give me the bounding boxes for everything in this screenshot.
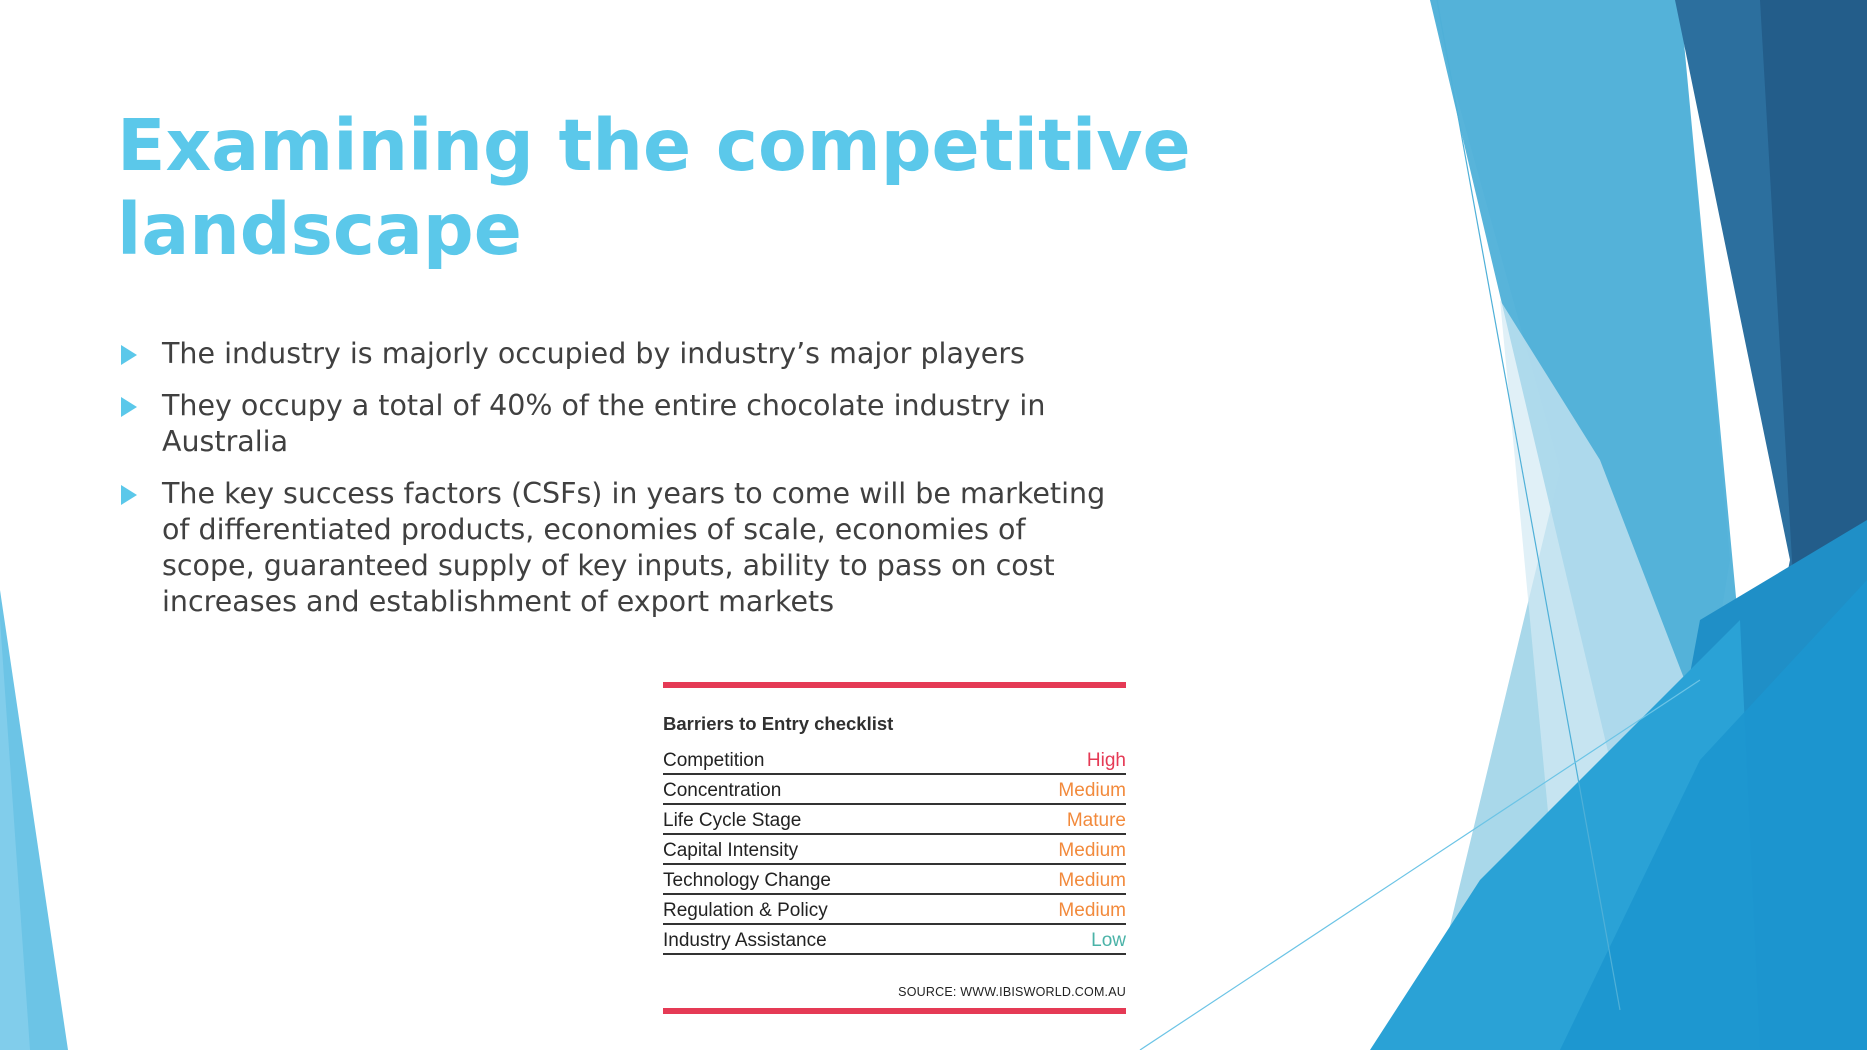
- checklist-row: Technology Change Medium: [663, 865, 1126, 895]
- triangle-right-icon: [121, 397, 137, 417]
- row-value: Mature: [1066, 810, 1126, 831]
- bullet-text: They occupy a total of 40% of the entire…: [162, 389, 1046, 458]
- checklist-row: Regulation & Policy Medium: [663, 895, 1126, 925]
- row-label: Capital Intensity: [663, 840, 799, 861]
- row-value: Medium: [1058, 780, 1126, 801]
- barriers-checklist-image: Barriers to Entry checklist Competition …: [663, 682, 1126, 1018]
- right-panel-mid: [1430, 0, 1740, 760]
- row-label: Life Cycle Stage: [663, 810, 802, 831]
- deco-line-2: [1139, 679, 1701, 1050]
- checklist-row: Concentration Medium: [663, 775, 1126, 805]
- triangle-right-icon: [121, 485, 137, 505]
- bullet-text: The industry is majorly occupied by indu…: [162, 337, 1025, 370]
- top-rule: [663, 682, 1126, 688]
- right-panel-bottom-2: [1560, 580, 1867, 1050]
- left-accent-light: [0, 620, 30, 1050]
- row-label: Competition: [663, 750, 765, 771]
- bullet-item: They occupy a total of 40% of the entire…: [117, 388, 1127, 460]
- row-value: Medium: [1058, 870, 1126, 891]
- row-value: Medium: [1058, 900, 1126, 921]
- source-note: SOURCE: WWW.IBISWORLD.COM.AU: [898, 985, 1126, 999]
- checklist-row: Industry Assistance Low: [663, 925, 1126, 955]
- checklist-row: Capital Intensity Medium: [663, 835, 1126, 865]
- bullet-text: The key success factors (CSFs) in years …: [162, 477, 1106, 618]
- bullet-item: The industry is majorly occupied by indu…: [117, 336, 1127, 372]
- bullet-item: The key success factors (CSFs) in years …: [117, 476, 1127, 620]
- checklist-title: Barriers to Entry checklist: [663, 713, 894, 734]
- row-label: Concentration: [663, 780, 782, 801]
- triangle-right-icon: [121, 345, 137, 365]
- row-label: Regulation & Policy: [663, 900, 828, 921]
- checklist-row: Life Cycle Stage Mature: [663, 805, 1126, 835]
- row-value: High: [1086, 750, 1126, 771]
- checklist-rows: Competition High Concentration Medium Li…: [663, 745, 1126, 955]
- row-label: Technology Change: [663, 870, 831, 891]
- checklist-row: Competition High: [663, 745, 1126, 775]
- bullet-list: The industry is majorly occupied by indu…: [117, 336, 1127, 636]
- bottom-rule: [663, 1008, 1126, 1014]
- slide-title: Examining the competitive landscape: [117, 104, 1191, 271]
- deco-line-1: [1436, 0, 1621, 1011]
- row-value: Medium: [1058, 840, 1126, 861]
- row-label: Industry Assistance: [663, 930, 827, 951]
- right-panel-darkest: [1760, 0, 1867, 700]
- row-value: Low: [1091, 930, 1126, 951]
